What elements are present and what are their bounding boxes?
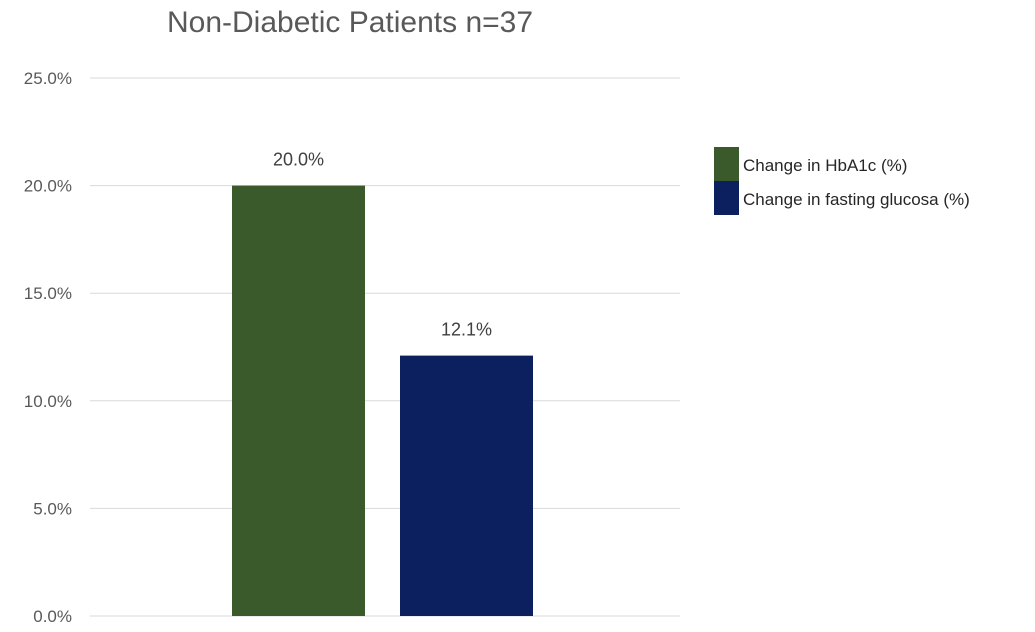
legend: Change in HbA1c (%) Change in fasting glu…: [714, 147, 970, 215]
y-tick-label: 15.0%: [24, 284, 72, 303]
y-tick-label: 20.0%: [24, 177, 72, 196]
legend-label: Change in HbA1c (%): [743, 156, 907, 175]
y-tick-label: 5.0%: [33, 499, 72, 518]
bar-value-label: 20.0%: [273, 150, 324, 170]
bar: [400, 355, 533, 616]
y-tick-label: 10.0%: [24, 392, 72, 411]
y-tick-label: 0.0%: [33, 607, 72, 626]
bar-value-label: 12.1%: [441, 320, 492, 340]
legend-label: Change in fasting glucosa (%): [743, 190, 970, 209]
data-labels: 20.0% 12.1%: [273, 150, 492, 340]
bar: [232, 185, 365, 616]
legend-swatch: [714, 181, 739, 215]
chart-title: Non-Diabetic Patients n=37: [166, 6, 534, 39]
y-axis-ticks: 0.0% 5.0% 10.0% 15.0% 20.0% 25.0%: [24, 69, 72, 626]
y-tick-label: 25.0%: [24, 69, 72, 88]
gridlines: [90, 77, 680, 617]
bars: [232, 185, 533, 616]
legend-swatch: [714, 147, 739, 181]
